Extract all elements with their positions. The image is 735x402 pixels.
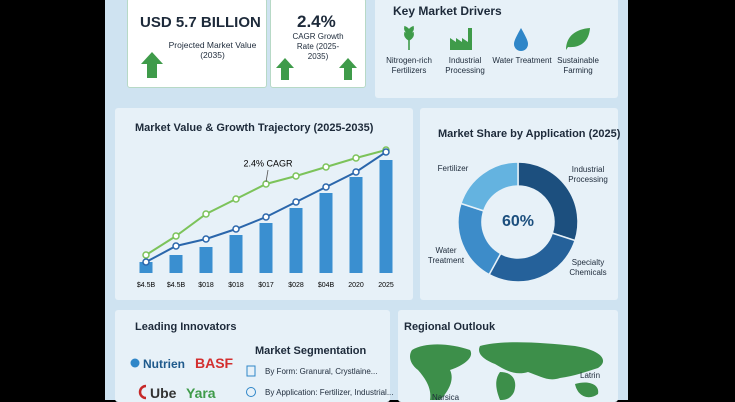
- driver-label: Sustainable Farming: [557, 56, 599, 75]
- map-label: Latrin: [580, 371, 601, 380]
- continent: [479, 342, 604, 380]
- line-marker: [292, 172, 300, 180]
- up-arrow: [141, 52, 163, 78]
- x-tick-label: $017: [258, 282, 274, 289]
- line-marker: [232, 225, 240, 233]
- regional-title: Regional Outlouk: [404, 321, 496, 333]
- stat-headline: USD 5.7 BILLION: [140, 14, 261, 31]
- stat-caption: Projected Market Value (2035): [168, 40, 257, 60]
- bar: [199, 247, 213, 273]
- line-marker: [262, 213, 270, 221]
- x-tick-label: $4.5B: [167, 282, 186, 289]
- x-tick-label: $4.5B: [137, 282, 156, 289]
- line-marker: [232, 195, 240, 203]
- factory-icon: [450, 28, 472, 50]
- line-marker: [382, 148, 390, 156]
- innovators-title: Leading Innovators: [135, 321, 237, 333]
- continent: [496, 372, 516, 400]
- line-marker: [172, 232, 180, 240]
- line-marker: [352, 154, 360, 162]
- line-marker: [292, 198, 300, 206]
- line-marker: [322, 183, 330, 191]
- bar: [169, 255, 183, 273]
- company-logo: Nutrien: [143, 357, 185, 371]
- driver-label: Industrial Processing: [445, 56, 485, 75]
- up-arrow: [276, 58, 294, 80]
- company-logo: BASF: [195, 355, 234, 371]
- chart-title: Market Share by Application (2025): [438, 128, 621, 140]
- slice-label: Industrial Processing: [568, 165, 608, 184]
- bar: [139, 262, 153, 273]
- drivers-title: Key Market Drivers: [393, 4, 502, 18]
- bar: [349, 177, 363, 273]
- continent: [575, 382, 599, 398]
- chart-title: Market Value & Growth Trajectory (2025-2…: [135, 122, 374, 134]
- line-marker: [322, 163, 330, 171]
- slice-label: Specialty Chemicals: [569, 258, 607, 277]
- slice-label: Water Treatment: [427, 246, 465, 265]
- segment-item: By Form: Granural, Crystlaine...: [265, 367, 378, 376]
- bar: [259, 223, 273, 273]
- annotation: 2.4% CAGR: [243, 158, 293, 168]
- application-icon: [246, 387, 256, 397]
- bar: [319, 193, 333, 273]
- line-marker: [202, 235, 210, 243]
- segmentation-title: Market Segmentation: [255, 345, 367, 357]
- company-logo: Ube: [150, 385, 177, 401]
- form-icon: [246, 365, 256, 377]
- company-logo: Yara: [186, 385, 216, 401]
- bar: [289, 208, 303, 273]
- line-marker: [352, 168, 360, 176]
- stat-caption: CAGR Growth Rate (2025-2035): [292, 32, 344, 61]
- driver-label: Nitrogen-rich Fertilizers: [386, 56, 432, 75]
- x-tick-label: $018: [198, 282, 214, 289]
- line-marker: [202, 210, 210, 218]
- driver-label: Water Treatment: [492, 56, 552, 65]
- innovators-panel: [115, 310, 390, 402]
- bar: [379, 160, 393, 273]
- nutrien-icon: [130, 358, 140, 368]
- x-tick-label: 2020: [348, 282, 364, 289]
- bar: [229, 235, 243, 273]
- wheat-icon: [404, 25, 414, 50]
- up-arrow: [339, 58, 357, 80]
- ube-icon: [138, 384, 147, 400]
- center-label: 60%: [502, 213, 534, 230]
- x-tick-label: $018: [228, 282, 244, 289]
- driver-icons: [404, 25, 590, 51]
- x-tick-label: $04B: [318, 282, 335, 289]
- logo-icons: [130, 358, 256, 400]
- arrows: [141, 52, 357, 80]
- line-marker: [142, 258, 150, 266]
- slice-label: Fertilizer: [437, 164, 469, 173]
- leaf-icon: [566, 28, 590, 50]
- pie-slice: [459, 161, 519, 212]
- x-tick-label: 2025: [378, 282, 394, 289]
- drop-icon: [514, 28, 528, 51]
- map-label: Narsica: [432, 393, 460, 402]
- continent: [410, 344, 472, 400]
- annotation-pointer: [265, 169, 269, 183]
- world-map: [410, 342, 604, 400]
- stat-headline: 2.4%: [297, 12, 336, 31]
- line-marker: [172, 242, 180, 250]
- x-tick-label: $028: [288, 282, 304, 289]
- segment-item: By Application: Fertilizer, Industrial..…: [265, 388, 394, 397]
- line-marker: [142, 251, 150, 259]
- drivers-panel: [375, 0, 618, 98]
